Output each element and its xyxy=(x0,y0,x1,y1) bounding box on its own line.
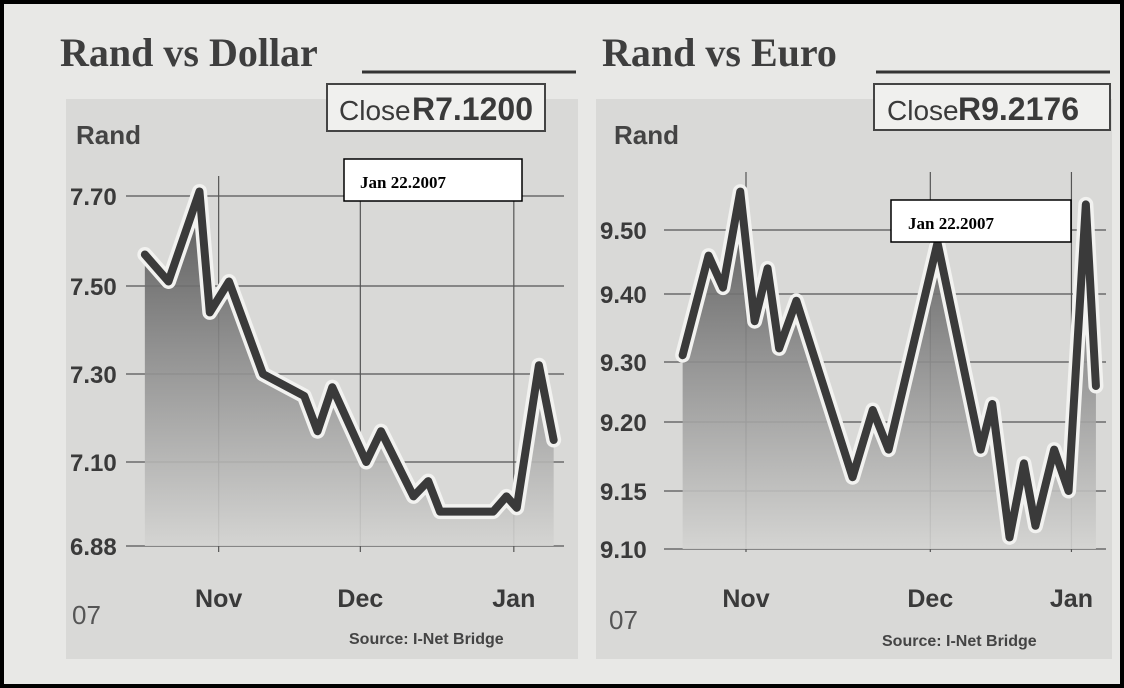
data-point xyxy=(991,403,994,405)
data-point xyxy=(198,190,201,193)
series-area xyxy=(144,191,554,546)
data-point xyxy=(439,510,442,513)
date-note: Jan 22.2007 xyxy=(908,214,994,233)
y-axis-label: Rand xyxy=(614,120,679,150)
y-tick-label: 9.30 xyxy=(600,350,647,377)
x-tick-label: Nov xyxy=(722,585,769,613)
close-box xyxy=(326,83,546,132)
data-point xyxy=(707,254,710,257)
data-point xyxy=(851,476,854,479)
data-point xyxy=(887,448,890,451)
data-point xyxy=(681,354,684,357)
data-point xyxy=(1084,203,1087,206)
data-point xyxy=(143,253,146,256)
data-point xyxy=(227,280,230,283)
close-label: Close xyxy=(339,95,411,126)
chart-title: Rand vs Euro xyxy=(602,30,837,75)
year-label: 07 xyxy=(72,600,101,630)
chart-title: Rand vs Dollar xyxy=(60,30,318,75)
data-point xyxy=(1034,524,1037,527)
data-point xyxy=(261,373,264,375)
year-label: 07 xyxy=(609,605,638,635)
rand-vs-dollar-chart: Rand vs Dollar Rand 7.70 7.50 7.30 7.10 6.88 No… xyxy=(60,30,578,659)
data-point xyxy=(753,320,756,323)
y-tick-label: 7.30 xyxy=(70,362,117,389)
y-axis-label: Rand xyxy=(76,120,141,150)
data-point xyxy=(331,386,334,389)
y-tick-label: 9.50 xyxy=(600,218,647,245)
date-note-box xyxy=(890,199,1072,243)
data-point xyxy=(1022,462,1025,465)
data-point xyxy=(379,430,382,433)
data-point xyxy=(1008,536,1011,539)
exchange-rate-charts: Rand vs Dollar Rand 7.70 7.50 7.30 7.10 6.88 No… xyxy=(60,30,1112,659)
data-point xyxy=(515,506,518,509)
data-point xyxy=(778,347,781,350)
chart-panel xyxy=(596,99,1112,659)
date-note: Jan 22.2007 xyxy=(360,173,446,192)
series-line xyxy=(140,187,558,516)
data-point xyxy=(766,267,769,270)
data-point xyxy=(492,510,495,513)
data-point xyxy=(450,510,453,513)
x-tick-label: Jan xyxy=(1050,585,1093,613)
data-point xyxy=(795,299,798,302)
data-point xyxy=(1067,490,1070,492)
data-point xyxy=(412,495,415,498)
rand-vs-euro-chart: Rand vs Euro Rand 9.50 9.40 9.30 9.20 9.15 9.10… xyxy=(596,30,1112,659)
data-point xyxy=(316,430,319,433)
data-point xyxy=(871,409,874,411)
data-point xyxy=(537,364,540,367)
y-tick-label: 7.70 xyxy=(70,184,117,211)
y-tick-label: 6.88 xyxy=(70,534,117,561)
data-point xyxy=(427,480,430,483)
close-value: R7.1200 xyxy=(412,91,533,127)
y-tick-label: 9.20 xyxy=(600,410,647,437)
close-box xyxy=(873,83,1111,131)
x-tick-label: Dec xyxy=(907,585,953,613)
data-point xyxy=(552,439,555,441)
data-point xyxy=(979,448,982,451)
data-point xyxy=(208,311,211,314)
x-tick-label: Dec xyxy=(337,585,383,613)
close-value: R9.2176 xyxy=(958,91,1079,127)
data-point xyxy=(505,495,508,498)
data-point xyxy=(721,286,724,289)
source-note: Source: I-Net Bridge xyxy=(349,631,504,648)
data-point xyxy=(167,280,170,283)
y-tick-label: 7.10 xyxy=(70,450,117,477)
data-point xyxy=(1094,385,1097,387)
y-tick-label: 7.50 xyxy=(70,274,117,301)
close-label: Close xyxy=(887,95,959,126)
source-note: Source: I-Net Bridge xyxy=(882,633,1037,650)
y-tick-label: 9.15 xyxy=(600,479,647,506)
data-point xyxy=(365,461,368,463)
data-point xyxy=(739,190,742,193)
date-note-box xyxy=(343,158,523,202)
x-tick-label: Nov xyxy=(195,585,242,613)
x-tick-label: Jan xyxy=(492,585,535,613)
data-point xyxy=(303,395,306,397)
y-tick-label: 9.40 xyxy=(600,282,647,309)
data-point xyxy=(1053,448,1056,451)
y-tick-label: 9.10 xyxy=(600,537,647,564)
